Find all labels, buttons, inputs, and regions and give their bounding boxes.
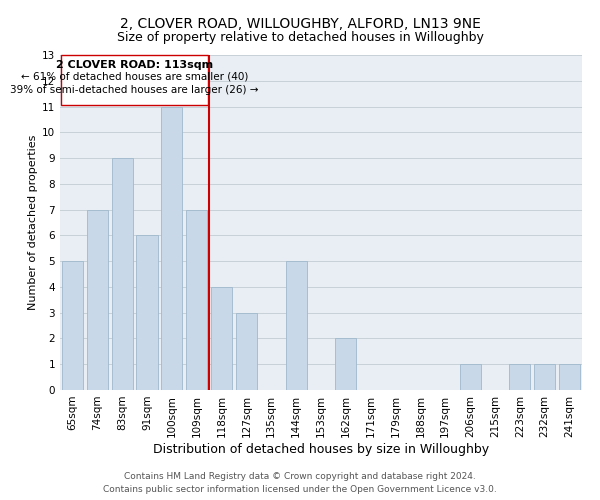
Bar xyxy=(112,158,133,390)
Text: 2 CLOVER ROAD: 113sqm: 2 CLOVER ROAD: 113sqm xyxy=(56,60,213,70)
X-axis label: Distribution of detached houses by size in Willoughby: Distribution of detached houses by size … xyxy=(153,442,489,456)
Bar xyxy=(534,364,555,390)
Bar xyxy=(460,364,481,390)
Bar xyxy=(335,338,356,390)
Text: Size of property relative to detached houses in Willoughby: Size of property relative to detached ho… xyxy=(116,31,484,44)
Text: 2, CLOVER ROAD, WILLOUGHBY, ALFORD, LN13 9NE: 2, CLOVER ROAD, WILLOUGHBY, ALFORD, LN13… xyxy=(119,18,481,32)
Bar xyxy=(62,261,83,390)
Bar xyxy=(186,210,207,390)
Bar xyxy=(161,106,182,390)
Text: 39% of semi-detached houses are larger (26) →: 39% of semi-detached houses are larger (… xyxy=(10,85,259,95)
Bar xyxy=(509,364,530,390)
Text: Contains HM Land Registry data © Crown copyright and database right 2024.
Contai: Contains HM Land Registry data © Crown c… xyxy=(103,472,497,494)
Bar xyxy=(286,261,307,390)
Bar xyxy=(87,210,108,390)
Bar xyxy=(559,364,580,390)
FancyBboxPatch shape xyxy=(61,55,208,106)
Y-axis label: Number of detached properties: Number of detached properties xyxy=(28,135,38,310)
Text: ← 61% of detached houses are smaller (40): ← 61% of detached houses are smaller (40… xyxy=(21,71,248,81)
Bar xyxy=(136,236,158,390)
Bar xyxy=(236,312,257,390)
Bar xyxy=(211,287,232,390)
